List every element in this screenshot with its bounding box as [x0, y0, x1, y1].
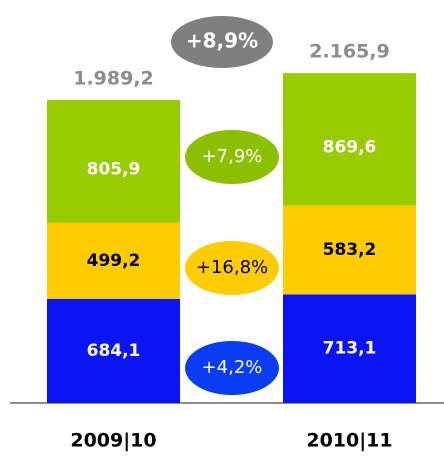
- growth-bubble: [185, 341, 279, 395]
- bar-segment: [283, 294, 416, 403]
- x-tick-label: 2010|11: [306, 430, 392, 452]
- growth-label: +16,8%: [196, 257, 268, 278]
- total-label: 1.989,2: [73, 68, 154, 90]
- bar-segment: [47, 222, 180, 299]
- growth-bubble: [185, 130, 279, 184]
- growth-label: +7,9%: [202, 146, 263, 167]
- growth-label: +4,2%: [202, 357, 263, 378]
- value-label: 583,2: [323, 240, 377, 260]
- total-label: 2.165,9: [309, 41, 390, 63]
- x-tick-label: 2009|10: [70, 430, 156, 452]
- value-label: 499,2: [87, 251, 141, 271]
- bar-segment: [47, 298, 180, 403]
- growth-bubble: [185, 241, 279, 295]
- bar-segment: [283, 73, 416, 206]
- value-label: 713,1: [323, 339, 377, 359]
- value-label: 869,6: [323, 137, 377, 157]
- growth-label: +8,9%: [186, 29, 258, 53]
- value-label: 684,1: [87, 341, 141, 361]
- growth-bubble: [171, 16, 273, 68]
- bar-segment: [283, 205, 416, 295]
- value-label: 805,9: [87, 159, 141, 179]
- bar-segment: [47, 100, 180, 223]
